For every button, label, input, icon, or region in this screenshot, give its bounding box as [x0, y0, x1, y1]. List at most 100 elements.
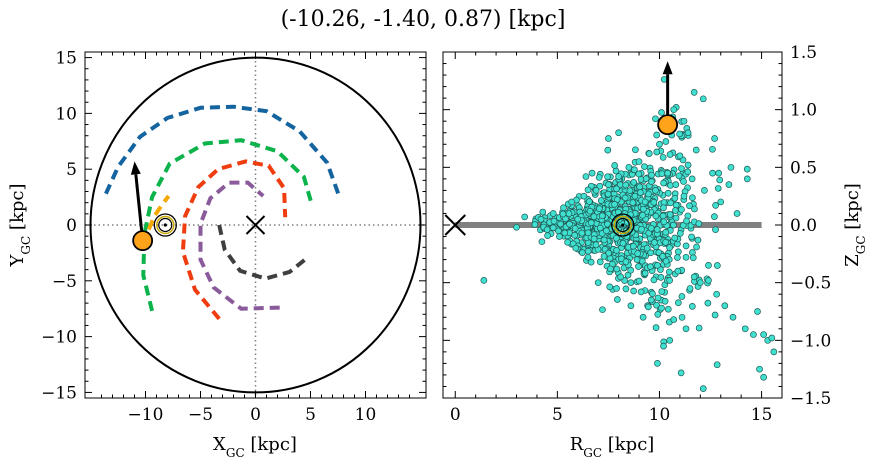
- scatter-point: [627, 279, 635, 287]
- scatter-point: [670, 221, 677, 229]
- scatter-point: [694, 236, 702, 244]
- scatter-point: [649, 290, 656, 298]
- scatter-point: [613, 265, 621, 273]
- scatter-point: [611, 200, 618, 208]
- scatter-point: [664, 305, 672, 313]
- scatter-point: [650, 276, 658, 284]
- x-tick-label: 0: [250, 405, 261, 425]
- scatter-point: [678, 165, 685, 172]
- scatter-point: [711, 311, 719, 319]
- xy-ticks: −10 −5 0 5 10 −15 −10 −5 0 5 10 15: [41, 49, 426, 425]
- scatter-point: [686, 285, 694, 292]
- scatter-point: [756, 365, 763, 373]
- series-line-1: [141, 138, 314, 312]
- y-tick-label: 0.0: [790, 216, 817, 236]
- scatter-point: [513, 223, 520, 231]
- y-tick-label: 15: [55, 49, 77, 69]
- scatter-point: [709, 169, 716, 177]
- scatter-point: [717, 198, 725, 206]
- scatter-point: [656, 140, 663, 148]
- scatter-point: [561, 229, 569, 237]
- scatter-point: [662, 238, 669, 246]
- scatter-point: [596, 258, 604, 266]
- scatter-point: [660, 218, 668, 226]
- scatter-point: [693, 243, 700, 251]
- scatter-point: [622, 285, 630, 293]
- scatter-point: [625, 163, 633, 171]
- sun-inner-ring: [158, 217, 173, 233]
- scatter-point: [648, 171, 655, 179]
- scatter-point: [680, 117, 688, 125]
- x-tick-label: 10: [355, 405, 377, 425]
- scatter-point: [750, 331, 757, 338]
- scatter-point: [638, 225, 645, 233]
- x-tick-label: −10: [128, 405, 164, 425]
- scatter-point: [578, 249, 586, 257]
- scatter-point: [607, 265, 614, 273]
- scatter-point: [692, 146, 700, 154]
- scatter-point: [711, 135, 718, 142]
- scatter-point: [674, 254, 681, 261]
- scatter-point: [709, 145, 716, 153]
- scatter-point: [667, 199, 674, 207]
- x-tick-label: 5: [305, 405, 316, 425]
- scatter-point: [671, 194, 679, 202]
- scatter-point: [641, 163, 648, 171]
- scatter-point: [688, 303, 696, 310]
- scatter-point: [538, 238, 546, 246]
- scatter-point: [614, 296, 621, 303]
- scatter-point: [613, 285, 620, 292]
- scatter-point: [714, 185, 722, 192]
- xy-x-axis-label: XGC [kpc]: [213, 434, 297, 460]
- scatter-point: [615, 129, 622, 137]
- scatter-point: [658, 304, 665, 312]
- scatter-point: [672, 181, 680, 188]
- scatter-point: [672, 214, 680, 222]
- xy-plot-area: [85, 52, 426, 398]
- scatter-point: [598, 212, 606, 220]
- scatter-point: [716, 176, 724, 184]
- rz-y-axis-label: ZGC [kpc]: [842, 183, 868, 267]
- y-tick-label: −5: [52, 272, 77, 292]
- sun-outer-ring: [611, 213, 635, 237]
- scatter-point: [713, 290, 721, 298]
- scatter-point: [571, 231, 579, 239]
- scatter-point: [584, 186, 592, 194]
- scatter-point: [684, 168, 692, 176]
- scatter-point: [521, 213, 529, 221]
- scatter-point: [699, 95, 707, 103]
- x-tick-label: 5: [552, 405, 563, 425]
- scatter-point: [592, 241, 600, 249]
- scatter-point: [662, 228, 670, 236]
- scatter-point: [637, 189, 644, 196]
- scatter-point: [613, 247, 620, 254]
- scatter-point: [606, 283, 614, 291]
- scatter-point: [626, 187, 634, 194]
- scatter-point: [691, 205, 698, 213]
- scatter-point: [619, 239, 627, 247]
- scatter-point: [634, 250, 642, 257]
- scatter-point: [678, 313, 686, 321]
- scatter-point: [599, 306, 606, 314]
- scatter-point: [549, 210, 557, 217]
- scatter-point: [733, 210, 741, 217]
- scatter-point: [560, 204, 567, 212]
- galactic-center-marker: [444, 214, 466, 236]
- scatter-point: [657, 273, 665, 281]
- scatter-point: [635, 158, 643, 165]
- scatter-point: [618, 255, 625, 263]
- scatter-point: [743, 175, 751, 183]
- scatter-point: [652, 187, 659, 194]
- y-tick-label: 1.0: [790, 101, 817, 121]
- scatter-point: [549, 224, 557, 232]
- scatter-point: [615, 173, 622, 180]
- scatter-point: [664, 189, 672, 197]
- scatter-point: [727, 163, 735, 171]
- scatter-point: [641, 269, 649, 277]
- scatter-point: [674, 299, 682, 307]
- scatter-point: [676, 230, 684, 237]
- scatter-point: [715, 169, 723, 177]
- velocity-arrow-head: [130, 161, 141, 175]
- scatter-point: [642, 175, 650, 182]
- scatter-point: [559, 210, 567, 218]
